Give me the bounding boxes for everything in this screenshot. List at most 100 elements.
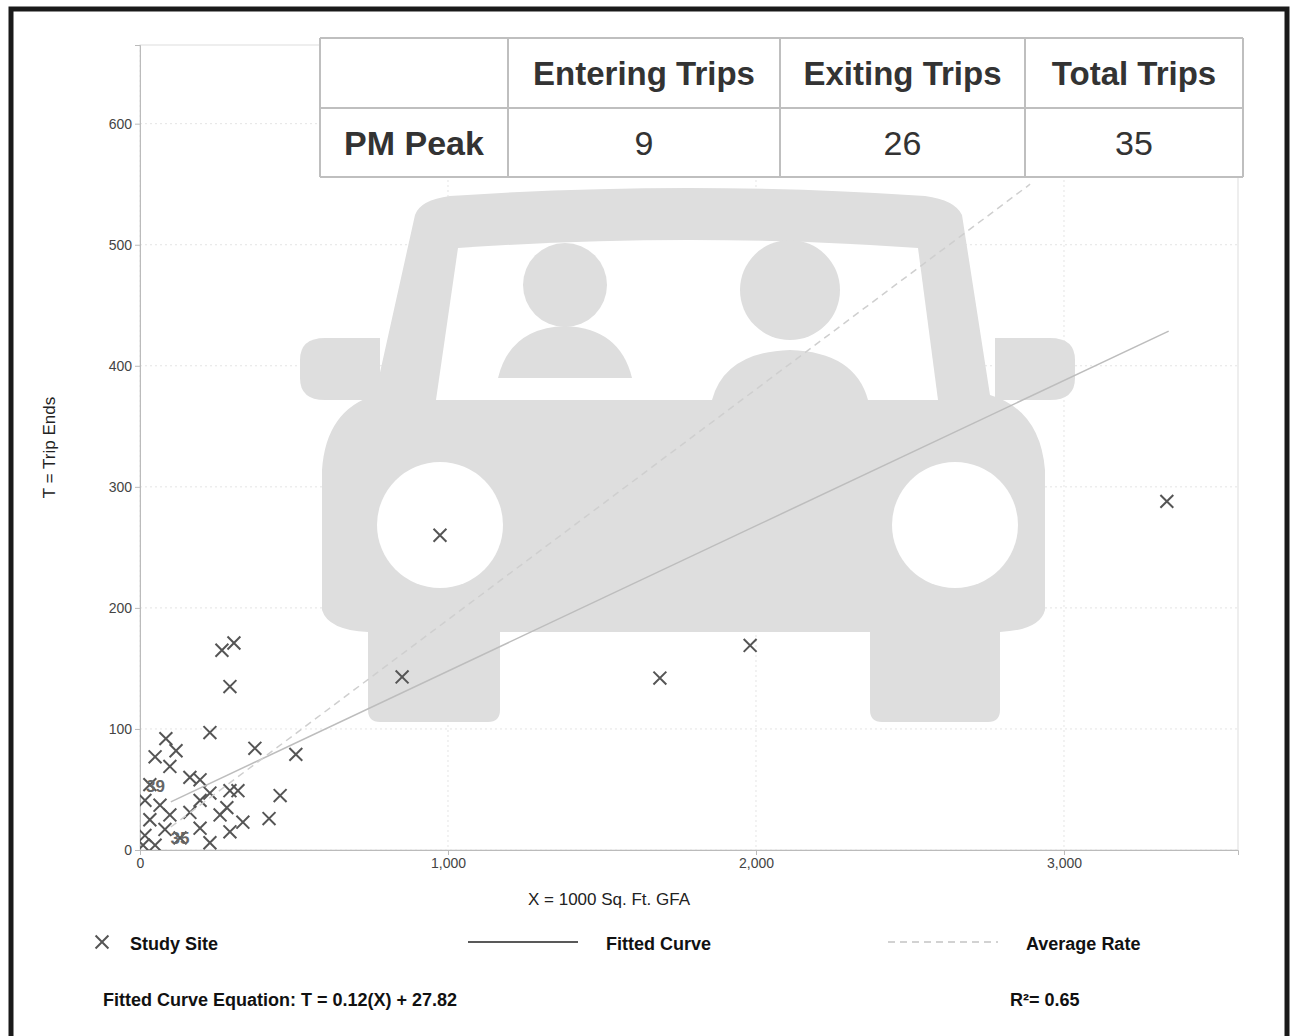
y-tick-label: 0 <box>124 842 132 858</box>
car-windshield <box>436 240 938 400</box>
study-site-point <box>215 644 228 657</box>
y-tick: 0 <box>124 842 140 858</box>
chart: 0 1,000 2,000 3,000 0 100 200 300 400 500 600 X = 1… <box>0 0 1290 1036</box>
table-cell: 35 <box>1115 124 1153 162</box>
legend-label: Study Site <box>130 934 218 954</box>
table-cell: 26 <box>884 124 922 162</box>
y-tick-mark <box>135 366 140 367</box>
background <box>0 0 1290 1036</box>
study-site-point <box>653 672 666 685</box>
study-site-point <box>236 816 249 829</box>
legend-swatch <box>96 936 109 949</box>
y-tick-label: 600 <box>109 116 133 132</box>
study-site-point <box>232 784 245 797</box>
y-tick: 100 <box>109 721 140 737</box>
marks <box>140 184 1173 850</box>
car-mirror <box>300 338 380 400</box>
study-site-point <box>223 680 236 693</box>
legend-item: Study Site <box>96 934 218 954</box>
x-tick-label: 2,000 <box>739 855 774 871</box>
table-header: Exiting Trips <box>803 55 1001 92</box>
trip-table: Entering TripsExiting TripsTotal TripsPM… <box>320 38 1243 177</box>
y-tick-label: 400 <box>109 358 133 374</box>
car-person <box>740 240 840 340</box>
y-axis-line <box>135 46 141 851</box>
x-tick-label: 3,000 <box>1047 855 1082 871</box>
y-tick: 300 <box>109 479 140 495</box>
y-tick-label: 100 <box>109 721 133 737</box>
y-tick: 600 <box>109 116 140 132</box>
study-site-point <box>163 760 176 773</box>
study-site-point <box>140 839 150 850</box>
study-site-point <box>203 726 216 739</box>
y-tick-mark <box>135 850 140 851</box>
y-tick-mark <box>135 487 140 488</box>
y-axis-title: T = Trip Ends <box>40 397 59 498</box>
y-axis: 0 100 200 300 400 500 600 <box>109 46 141 858</box>
legend-swatch <box>888 941 998 943</box>
y-tick-mark <box>135 245 140 246</box>
study-site-point <box>143 813 156 826</box>
study-site-point <box>223 825 236 838</box>
legend-label: Fitted Curve <box>606 934 711 954</box>
table-header: Total Trips <box>1052 55 1216 92</box>
study-site-point <box>396 670 409 683</box>
y-tick-label: 500 <box>109 237 133 253</box>
legend-item: Average Rate <box>888 934 1140 954</box>
x-tick-label: 0 <box>137 855 145 871</box>
x-axis: 0 1,000 2,000 3,000 <box>137 850 1239 871</box>
car-light <box>892 462 1018 588</box>
y-tick-label: 200 <box>109 600 133 616</box>
study-site-point <box>194 773 207 786</box>
study-site-point <box>263 812 276 825</box>
legend-item: Fitted Curve <box>468 934 711 954</box>
car-light <box>377 462 503 588</box>
r-squared: R²= 0.65 <box>1010 990 1080 1010</box>
study-site-point <box>203 836 216 849</box>
y-tick: 400 <box>109 358 140 374</box>
table-background <box>320 38 1243 177</box>
legend-label: Average Rate <box>1026 934 1140 954</box>
study-site-point <box>744 639 757 652</box>
car-body <box>322 188 1045 722</box>
study-site-point <box>214 808 227 821</box>
legend-swatch <box>468 941 578 943</box>
study-site-point <box>289 748 302 761</box>
table-row-label: PM Peak <box>344 124 484 162</box>
x-tick: 0 <box>137 850 145 871</box>
study-site-point <box>159 823 172 836</box>
car-person <box>523 243 607 327</box>
study-site-point <box>1160 495 1173 508</box>
car-person <box>712 350 868 400</box>
x-tick-label: 1,000 <box>431 855 466 871</box>
study-site-point <box>227 637 240 650</box>
series-line <box>171 184 1030 827</box>
equation: Fitted Curve Equation: T = 0.12(X) + 27.… <box>103 990 457 1010</box>
x-axis-title: X = 1000 Sq. Ft. GFA <box>528 890 691 909</box>
study-site-point <box>434 529 447 542</box>
page-frame <box>11 9 1287 1036</box>
study-site-point <box>274 789 287 802</box>
study-site-point <box>170 744 183 757</box>
y-tick-label: 300 <box>109 479 133 495</box>
y-tick: 500 <box>109 237 140 253</box>
series-line <box>171 331 1169 802</box>
study-site-point <box>248 742 261 755</box>
x-tick: 2,000 <box>739 850 774 871</box>
table-cell: 9 <box>635 124 654 162</box>
study-site-point <box>149 750 162 763</box>
car-icon <box>300 188 1075 722</box>
table-border <box>320 176 1243 178</box>
study-site-point <box>163 808 176 821</box>
y-tick-mark <box>135 608 140 609</box>
grid-line <box>140 728 1238 729</box>
study-site-point <box>149 839 162 850</box>
annotation: 39 <box>146 777 165 796</box>
table-border <box>320 37 1243 39</box>
car-person <box>498 326 632 378</box>
y-tick-mark <box>135 124 140 125</box>
y-tick-mark <box>135 729 140 730</box>
study-site-point <box>194 822 207 835</box>
legend: Study Site Fitted Curve Average Rate <box>96 934 1141 954</box>
annotation: 35 <box>171 829 190 848</box>
